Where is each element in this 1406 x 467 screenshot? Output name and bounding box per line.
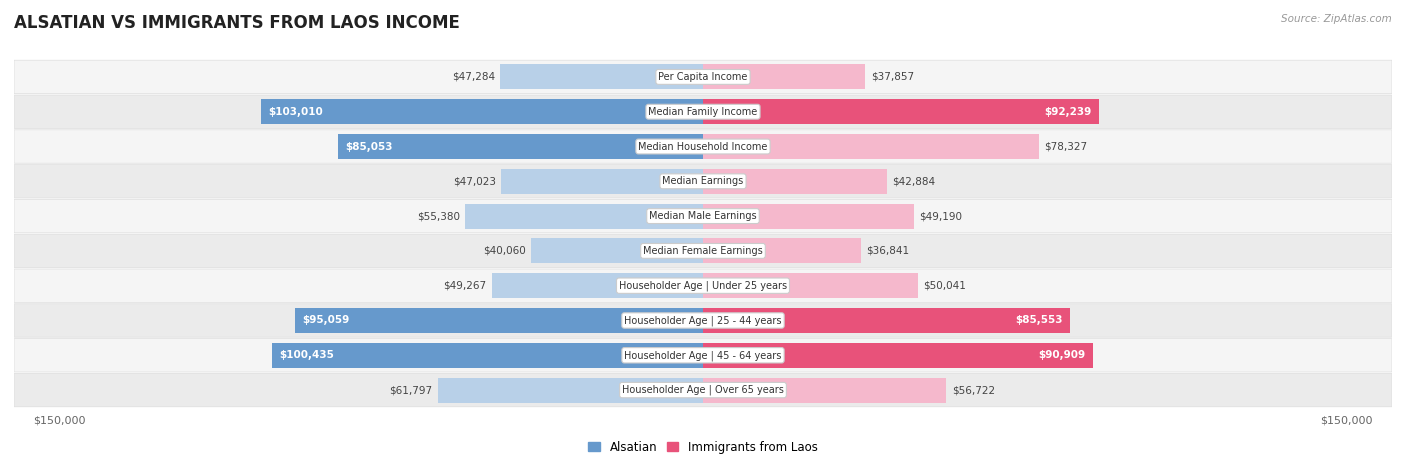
Text: $90,909: $90,909	[1039, 350, 1085, 360]
FancyBboxPatch shape	[14, 339, 1392, 372]
Bar	[337, 134, 703, 159]
Bar	[703, 308, 1070, 333]
Text: $85,053: $85,053	[346, 142, 394, 151]
FancyBboxPatch shape	[14, 304, 1392, 337]
Bar	[703, 238, 860, 263]
Text: $78,327: $78,327	[1045, 142, 1087, 151]
Bar	[703, 377, 946, 403]
Bar	[703, 169, 887, 194]
Text: $92,239: $92,239	[1045, 107, 1091, 117]
Text: Median Household Income: Median Household Income	[638, 142, 768, 151]
Bar	[703, 134, 1039, 159]
Text: Median Earnings: Median Earnings	[662, 177, 744, 186]
Text: Median Family Income: Median Family Income	[648, 107, 758, 117]
Text: Householder Age | 25 - 44 years: Householder Age | 25 - 44 years	[624, 315, 782, 326]
Text: $36,841: $36,841	[866, 246, 910, 256]
Text: $50,041: $50,041	[922, 281, 966, 290]
Bar	[262, 99, 703, 124]
Text: Householder Age | 45 - 64 years: Householder Age | 45 - 64 years	[624, 350, 782, 361]
Bar	[492, 273, 703, 298]
FancyBboxPatch shape	[14, 95, 1392, 128]
FancyBboxPatch shape	[14, 60, 1392, 93]
FancyBboxPatch shape	[14, 269, 1392, 303]
Text: $103,010: $103,010	[269, 107, 323, 117]
Text: $56,722: $56,722	[952, 385, 995, 395]
Bar	[501, 64, 703, 90]
Text: $49,267: $49,267	[443, 281, 486, 290]
Text: $37,857: $37,857	[870, 72, 914, 82]
Text: $95,059: $95,059	[302, 316, 350, 325]
FancyBboxPatch shape	[14, 164, 1392, 198]
FancyBboxPatch shape	[14, 130, 1392, 163]
Bar	[295, 308, 703, 333]
Text: Householder Age | Under 25 years: Householder Age | Under 25 years	[619, 281, 787, 291]
Text: $55,380: $55,380	[418, 211, 460, 221]
Text: $47,023: $47,023	[453, 177, 496, 186]
Text: $49,190: $49,190	[920, 211, 962, 221]
Text: $85,553: $85,553	[1015, 316, 1063, 325]
Text: $61,797: $61,797	[389, 385, 433, 395]
Bar	[531, 238, 703, 263]
Bar	[437, 377, 703, 403]
Text: $100,435: $100,435	[280, 350, 335, 360]
FancyBboxPatch shape	[14, 199, 1392, 233]
FancyBboxPatch shape	[14, 234, 1392, 268]
FancyBboxPatch shape	[14, 374, 1392, 407]
Text: Source: ZipAtlas.com: Source: ZipAtlas.com	[1281, 14, 1392, 24]
Bar	[703, 343, 1094, 368]
Bar	[501, 169, 703, 194]
Text: $47,284: $47,284	[451, 72, 495, 82]
Bar	[271, 343, 703, 368]
Text: Median Male Earnings: Median Male Earnings	[650, 211, 756, 221]
Bar	[703, 99, 1099, 124]
Text: $42,884: $42,884	[893, 177, 935, 186]
Bar	[703, 64, 866, 90]
Bar	[465, 204, 703, 229]
Text: Median Female Earnings: Median Female Earnings	[643, 246, 763, 256]
Bar	[703, 204, 914, 229]
Text: ALSATIAN VS IMMIGRANTS FROM LAOS INCOME: ALSATIAN VS IMMIGRANTS FROM LAOS INCOME	[14, 14, 460, 32]
Text: $40,060: $40,060	[484, 246, 526, 256]
Text: Householder Age | Over 65 years: Householder Age | Over 65 years	[621, 385, 785, 396]
Bar	[703, 273, 918, 298]
Text: Per Capita Income: Per Capita Income	[658, 72, 748, 82]
Legend: Alsatian, Immigrants from Laos: Alsatian, Immigrants from Laos	[583, 436, 823, 458]
